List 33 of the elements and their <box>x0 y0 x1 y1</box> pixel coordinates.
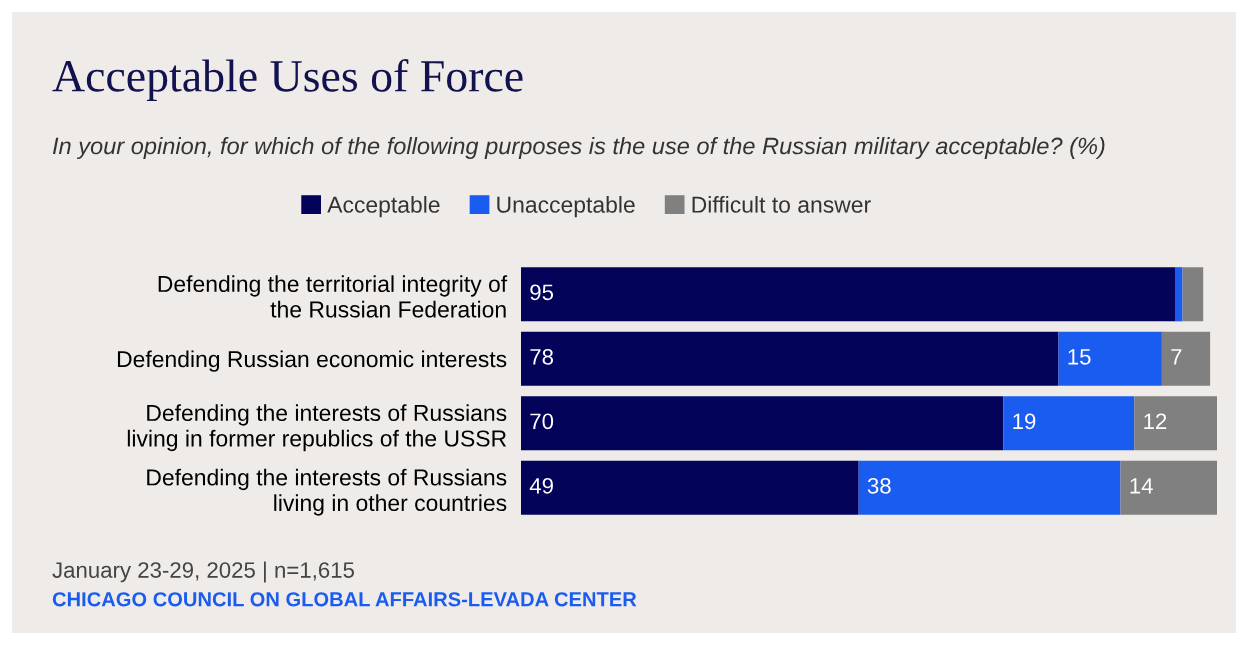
data-label: 49 <box>529 477 553 494</box>
bar <box>1134 396 1217 451</box>
bar <box>1003 396 1135 451</box>
bar <box>521 331 1059 386</box>
chart-subtitle: In your opinion, for which of the following purposes is the use of the Russian military acceptable? (%) <box>52 137 1105 160</box>
data-label: 15 <box>1068 349 1091 365</box>
bar <box>858 460 1121 515</box>
y-tick-label: Defending the interests of Russians living in other countries <box>147 468 507 516</box>
data-label: 95 <box>530 284 554 301</box>
data-label: 7 <box>1171 349 1182 365</box>
data-label: 19 <box>1013 413 1036 430</box>
bar <box>521 460 859 515</box>
y-tick-label: Defending the territorial integrity of the Russian Federation <box>158 275 508 318</box>
bar <box>1182 267 1204 322</box>
legend-label: Difficult to answer <box>692 196 871 213</box>
bar <box>1175 267 1183 322</box>
y-tick-label: Defending Russian economic interests <box>117 350 507 372</box>
data-label: 14 <box>1130 478 1153 494</box>
data-label: 70 <box>530 413 554 430</box>
data-label: 38 <box>867 477 891 494</box>
legend-label: Unacceptable <box>497 196 635 218</box>
text: CHICAGO COUNCIL ON GLOBAL AFFAIRS-LEVADA CENTER <box>52 592 637 607</box>
bar <box>521 396 1004 451</box>
data-label: 12 <box>1144 413 1167 429</box>
bar <box>521 267 1176 322</box>
y-tick-label: Defending the interests of Russians living in former republics of the USSR <box>127 404 507 452</box>
data-label: 78 <box>530 348 554 365</box>
chart-title: Acceptable Uses of Force <box>52 58 523 102</box>
legend-label: Acceptable <box>327 196 440 218</box>
text: January 23-29, 2025 | n=1,615 <box>52 561 354 583</box>
bar <box>1161 331 1211 386</box>
bar <box>1120 460 1217 515</box>
bar <box>1058 331 1162 386</box>
